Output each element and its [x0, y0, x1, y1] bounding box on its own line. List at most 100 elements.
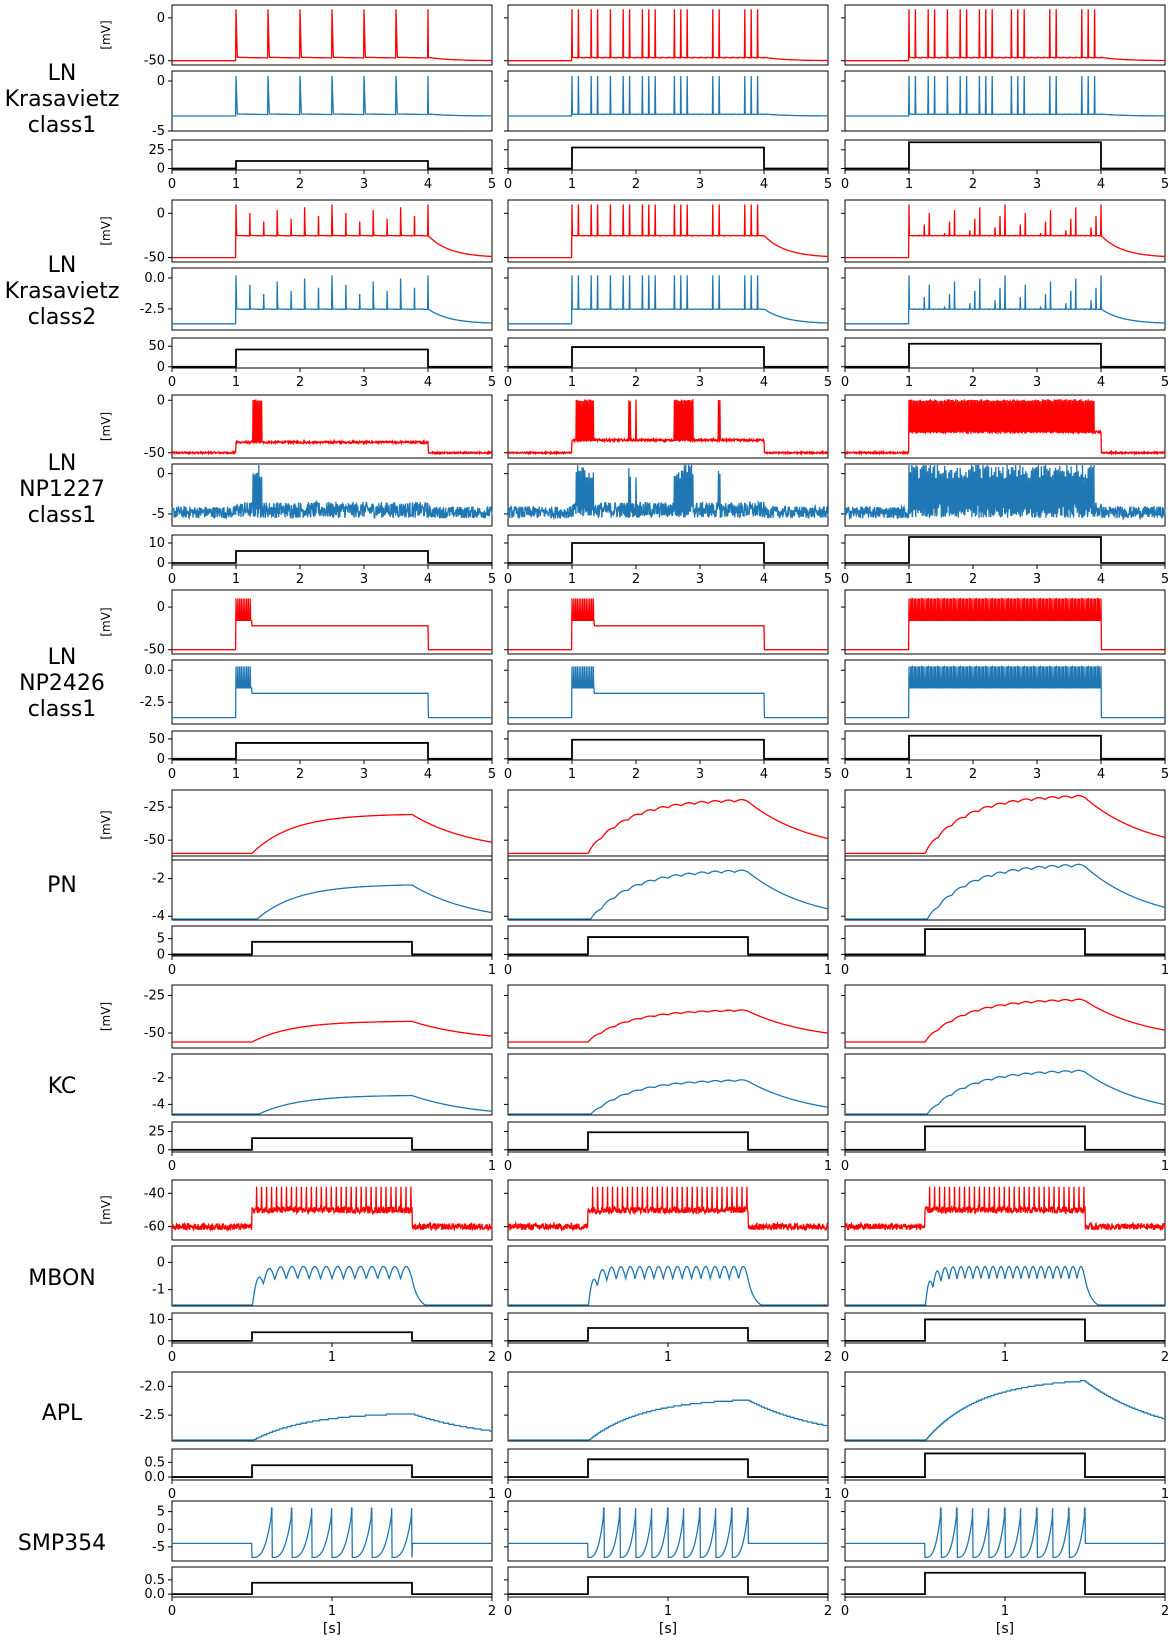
xtick-label: 0	[168, 572, 176, 587]
xtick-label: 1	[568, 767, 576, 782]
ytick-label: 0	[157, 1255, 165, 1270]
ytick-label: 0	[157, 1143, 165, 1158]
stimulus-trace	[172, 348, 492, 368]
xtick-label: 2	[296, 177, 304, 192]
xtick-label: 0	[841, 1159, 849, 1174]
xtick-label: 1	[488, 1487, 496, 1502]
axes-frame	[171, 730, 493, 761]
axes-frame	[507, 1179, 829, 1241]
stimulus-trace	[845, 342, 1165, 368]
panel: 0 1 2 [s]	[504, 1566, 832, 1637]
xtick-label: 1	[1161, 963, 1169, 978]
voltage-trace-red	[845, 9, 1165, 62]
axes-frame	[507, 394, 829, 459]
stimulus-trace	[508, 738, 828, 760]
xtick-label: 2	[632, 177, 640, 192]
panel: 0 1 2 3 4 5	[841, 534, 1169, 587]
axes-frame	[507, 589, 829, 655]
voltage-trace-blue	[172, 75, 492, 117]
xtick-label: 1	[488, 1159, 496, 1174]
axes-frame	[171, 1500, 493, 1562]
voltage-trace-red	[507, 399, 829, 456]
xtick-label: 0	[841, 1604, 849, 1619]
xtick-label: 0	[168, 963, 176, 978]
voltage-trace-blue	[172, 1094, 492, 1115]
stimulus-trace	[508, 936, 828, 956]
panel	[841, 4, 1166, 66]
xtick-label: 1	[328, 1350, 336, 1365]
panel	[504, 1371, 829, 1442]
axes-frame	[507, 337, 829, 369]
axes-frame	[844, 267, 1166, 331]
xtick-label: 3	[360, 375, 368, 390]
axes-frame	[507, 4, 829, 66]
panel	[504, 1500, 829, 1562]
voltage-trace-blue	[845, 1507, 1165, 1559]
stimulus-trace	[845, 734, 1165, 760]
axes-frame	[844, 1179, 1166, 1241]
xtick-label: 0	[504, 1350, 512, 1365]
panel: 0.50.00 1 2 [s]	[144, 1566, 496, 1637]
ytick-label: -5	[152, 1540, 165, 1555]
panel	[841, 589, 1166, 655]
xtick-label: 1	[232, 177, 240, 192]
xtick-label: 2	[488, 1350, 496, 1365]
panel: 0 -50 [mV]	[99, 199, 493, 266]
xtick-label: 5	[824, 177, 832, 192]
voltage-trace-blue	[508, 275, 829, 325]
axes-frame	[844, 1500, 1166, 1562]
xtick-label: 3	[696, 375, 704, 390]
panel	[504, 267, 829, 331]
voltage-trace-red	[844, 399, 1166, 456]
axes-frame	[171, 1371, 493, 1442]
axes-frame	[507, 70, 829, 132]
axes-frame	[844, 1245, 1166, 1307]
voltage-trace-red	[172, 204, 492, 259]
stimulus-trace	[172, 940, 492, 956]
ytick-label: -50	[144, 251, 165, 266]
panel	[504, 70, 829, 132]
panel: 5 0 -5	[152, 1500, 493, 1562]
axes-frame	[507, 1448, 829, 1481]
xtick-label: 2	[1161, 1604, 1169, 1619]
stimulus-trace	[172, 1464, 492, 1478]
xtick-label: 2	[296, 375, 304, 390]
voltage-trace-blue	[845, 75, 1165, 117]
panel: 0 1 2	[504, 1312, 832, 1365]
row-label: class2	[28, 305, 97, 330]
xtick-label: 4	[424, 375, 432, 390]
axes-frame	[507, 1566, 829, 1598]
xtick-label: 0	[168, 1487, 176, 1502]
panel	[841, 463, 1166, 527]
panel	[841, 659, 1166, 725]
xtick-label: 0	[841, 1350, 849, 1365]
xtick-label: 0	[841, 177, 849, 192]
voltage-trace-red	[508, 9, 828, 62]
axes-frame	[171, 984, 493, 1049]
axes-frame	[171, 534, 493, 566]
axes-frame	[171, 659, 493, 725]
panel: 0.50.00 1	[144, 1448, 496, 1502]
panel: 0 -50 [mV]	[99, 4, 493, 69]
row-label: PN	[47, 873, 77, 898]
axes-frame	[507, 1053, 829, 1116]
xtick-label: 1	[824, 1487, 832, 1502]
stimulus-trace	[845, 1318, 1165, 1342]
xtick-label: 4	[424, 177, 432, 192]
row-label: SMP354	[18, 1531, 106, 1556]
xtick-label: 0	[168, 1350, 176, 1365]
xtick-label: 5	[488, 572, 496, 587]
xtick-label: 1	[328, 1604, 336, 1619]
xtick-label: 1	[905, 767, 913, 782]
voltage-trace-red	[172, 813, 493, 855]
axes-frame	[844, 139, 1166, 171]
stimulus-trace	[845, 928, 1165, 956]
axes-frame	[171, 139, 493, 171]
voltage-trace-red	[172, 598, 492, 651]
panel	[841, 1245, 1166, 1307]
axes-frame	[507, 1500, 829, 1562]
